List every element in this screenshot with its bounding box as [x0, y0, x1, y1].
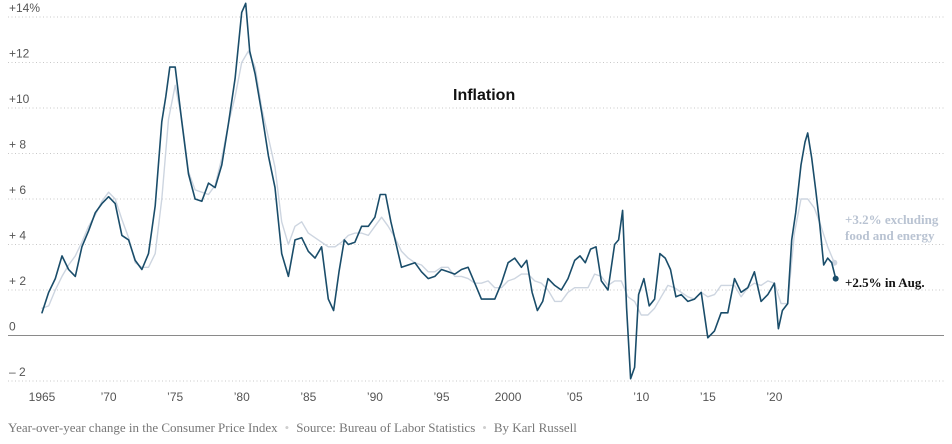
y-tick-label: + 8 [9, 138, 26, 152]
y-tick-label: 0 [9, 320, 16, 334]
x-tick-label: ’15 [700, 390, 716, 404]
y-axis-ticks: – 2 0 + 2 + 4 + 6 + 8 +10 +12 +14% [9, 1, 40, 379]
chart-title: Inflation [453, 87, 515, 104]
footer-description: Year-over-year change in the Consumer Pr… [8, 420, 278, 435]
headline-inflation-line [41, 2, 837, 380]
x-tick-label: 2000 [495, 390, 522, 404]
core-label-line2: food and energy [845, 228, 935, 243]
series-lines [41, 2, 839, 380]
footer-byline: By Karl Russell [493, 420, 577, 435]
y-tick-label: + 4 [9, 229, 26, 243]
inflation-chart: – 2 0 + 2 + 4 + 6 + 8 +10 +12 +14% 1965 ’70 ’75 ’80… [8, 1, 944, 404]
y-tick-label: +10 [9, 92, 30, 106]
x-tick-label: ’85 [300, 390, 316, 404]
x-tick-label: ’75 [167, 390, 183, 404]
x-tick-label: ’20 [766, 390, 782, 404]
y-tick-label: + 6 [9, 183, 26, 197]
x-tick-label: ’80 [234, 390, 250, 404]
x-tick-label: ’90 [367, 390, 383, 404]
footer-separator: • [482, 420, 487, 435]
gridlines [8, 16, 944, 382]
chart-footer: Year-over-year change in the Consumer Pr… [8, 420, 577, 436]
footer-separator: • [284, 420, 290, 435]
y-tick-label: +12 [9, 47, 30, 61]
x-tick-label: ’05 [567, 390, 583, 404]
y-tick-label: +14% [9, 1, 40, 15]
core-inflation-line [41, 50, 835, 316]
x-axis-ticks: 1965 ’70 ’75 ’80 ’85 ’90 ’95 2000 ’05 ’10 ’15 ’20 [29, 390, 783, 404]
y-tick-label: + 2 [9, 274, 26, 288]
footer-source: Source: Bureau of Labor Statistics [296, 420, 476, 435]
headline-series-label: +2.5% in Aug. [845, 275, 925, 290]
x-tick-label: 1965 [29, 390, 56, 404]
core-label-line1: +3.2% excluding [845, 212, 939, 227]
headline-endpoint-marker [832, 275, 839, 282]
core-series-label: +3.2% excluding food and energy [845, 212, 939, 243]
x-tick-label: ’95 [433, 390, 449, 404]
x-tick-label: ’10 [633, 390, 649, 404]
y-tick-label: – 2 [9, 365, 26, 379]
x-tick-label: ’70 [101, 390, 117, 404]
